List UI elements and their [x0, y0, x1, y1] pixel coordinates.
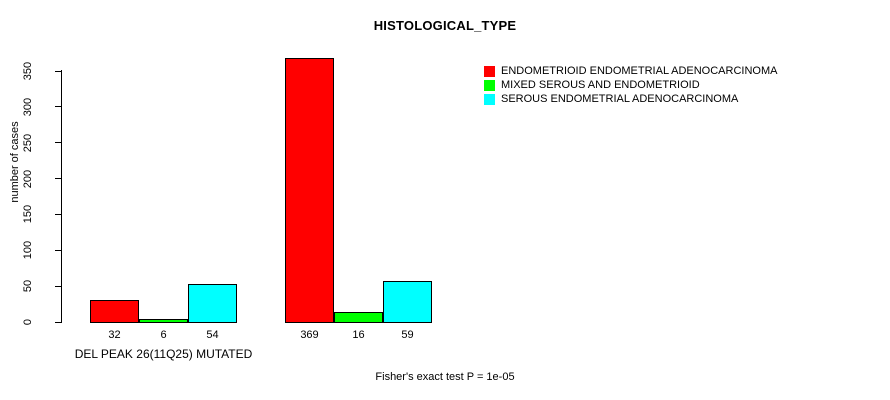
y-axis-tick [55, 321, 62, 323]
y-axis-line [61, 70, 62, 323]
bar[interactable] [90, 300, 139, 323]
y-axis-tick [55, 178, 62, 180]
chart-title: HISTOLOGICAL_TYPE [373, 18, 517, 33]
bar-value-label: 59 [401, 329, 414, 341]
chart-legend: ENDOMETRIOID ENDOMETRIAL ADENOCARCINOMA M… [484, 64, 777, 106]
legend-item[interactable]: ENDOMETRIOID ENDOMETRIAL ADENOCARCINOMA [484, 64, 777, 78]
y-axis-tick [55, 106, 62, 108]
y-axis-tick [55, 142, 62, 144]
bar[interactable] [383, 281, 432, 323]
legend-color-swatch-icon [484, 93, 495, 105]
legend-color-swatch-icon [484, 79, 495, 91]
bar-value-label: 54 [206, 329, 219, 341]
y-axis-tick [55, 70, 62, 72]
legend-item-label: ENDOMETRIOID ENDOMETRIAL ADENOCARCINOMA [501, 65, 778, 77]
legend-color-swatch-icon [484, 65, 495, 77]
bar[interactable] [334, 312, 383, 323]
legend-item-label: SEROUS ENDOMETRIAL ADENOCARCINOMA [501, 93, 739, 105]
legend-item[interactable]: MIXED SEROUS AND ENDOMETRIOID [484, 78, 777, 92]
y-axis-tick [55, 213, 62, 215]
y-axis-tick [55, 249, 62, 251]
bar-value-label: 369 [300, 329, 319, 341]
legend-item-label: MIXED SEROUS AND ENDOMETRIOID [501, 79, 700, 91]
bar[interactable] [285, 58, 334, 323]
legend-item[interactable]: SEROUS ENDOMETRIAL ADENOCARCINOMA [484, 92, 777, 106]
bar[interactable] [139, 319, 188, 323]
y-axis-tick [55, 285, 62, 287]
group-axis-label: DEL PEAK 26(11Q25) MUTATED [74, 347, 253, 361]
bar[interactable] [188, 284, 237, 323]
bar-value-label: 6 [160, 329, 167, 341]
bar-value-label: 16 [352, 329, 365, 341]
bar-value-label: 32 [108, 329, 121, 341]
statistical-test-annotation: Fisher's exact test P = 1e-05 [375, 371, 515, 383]
